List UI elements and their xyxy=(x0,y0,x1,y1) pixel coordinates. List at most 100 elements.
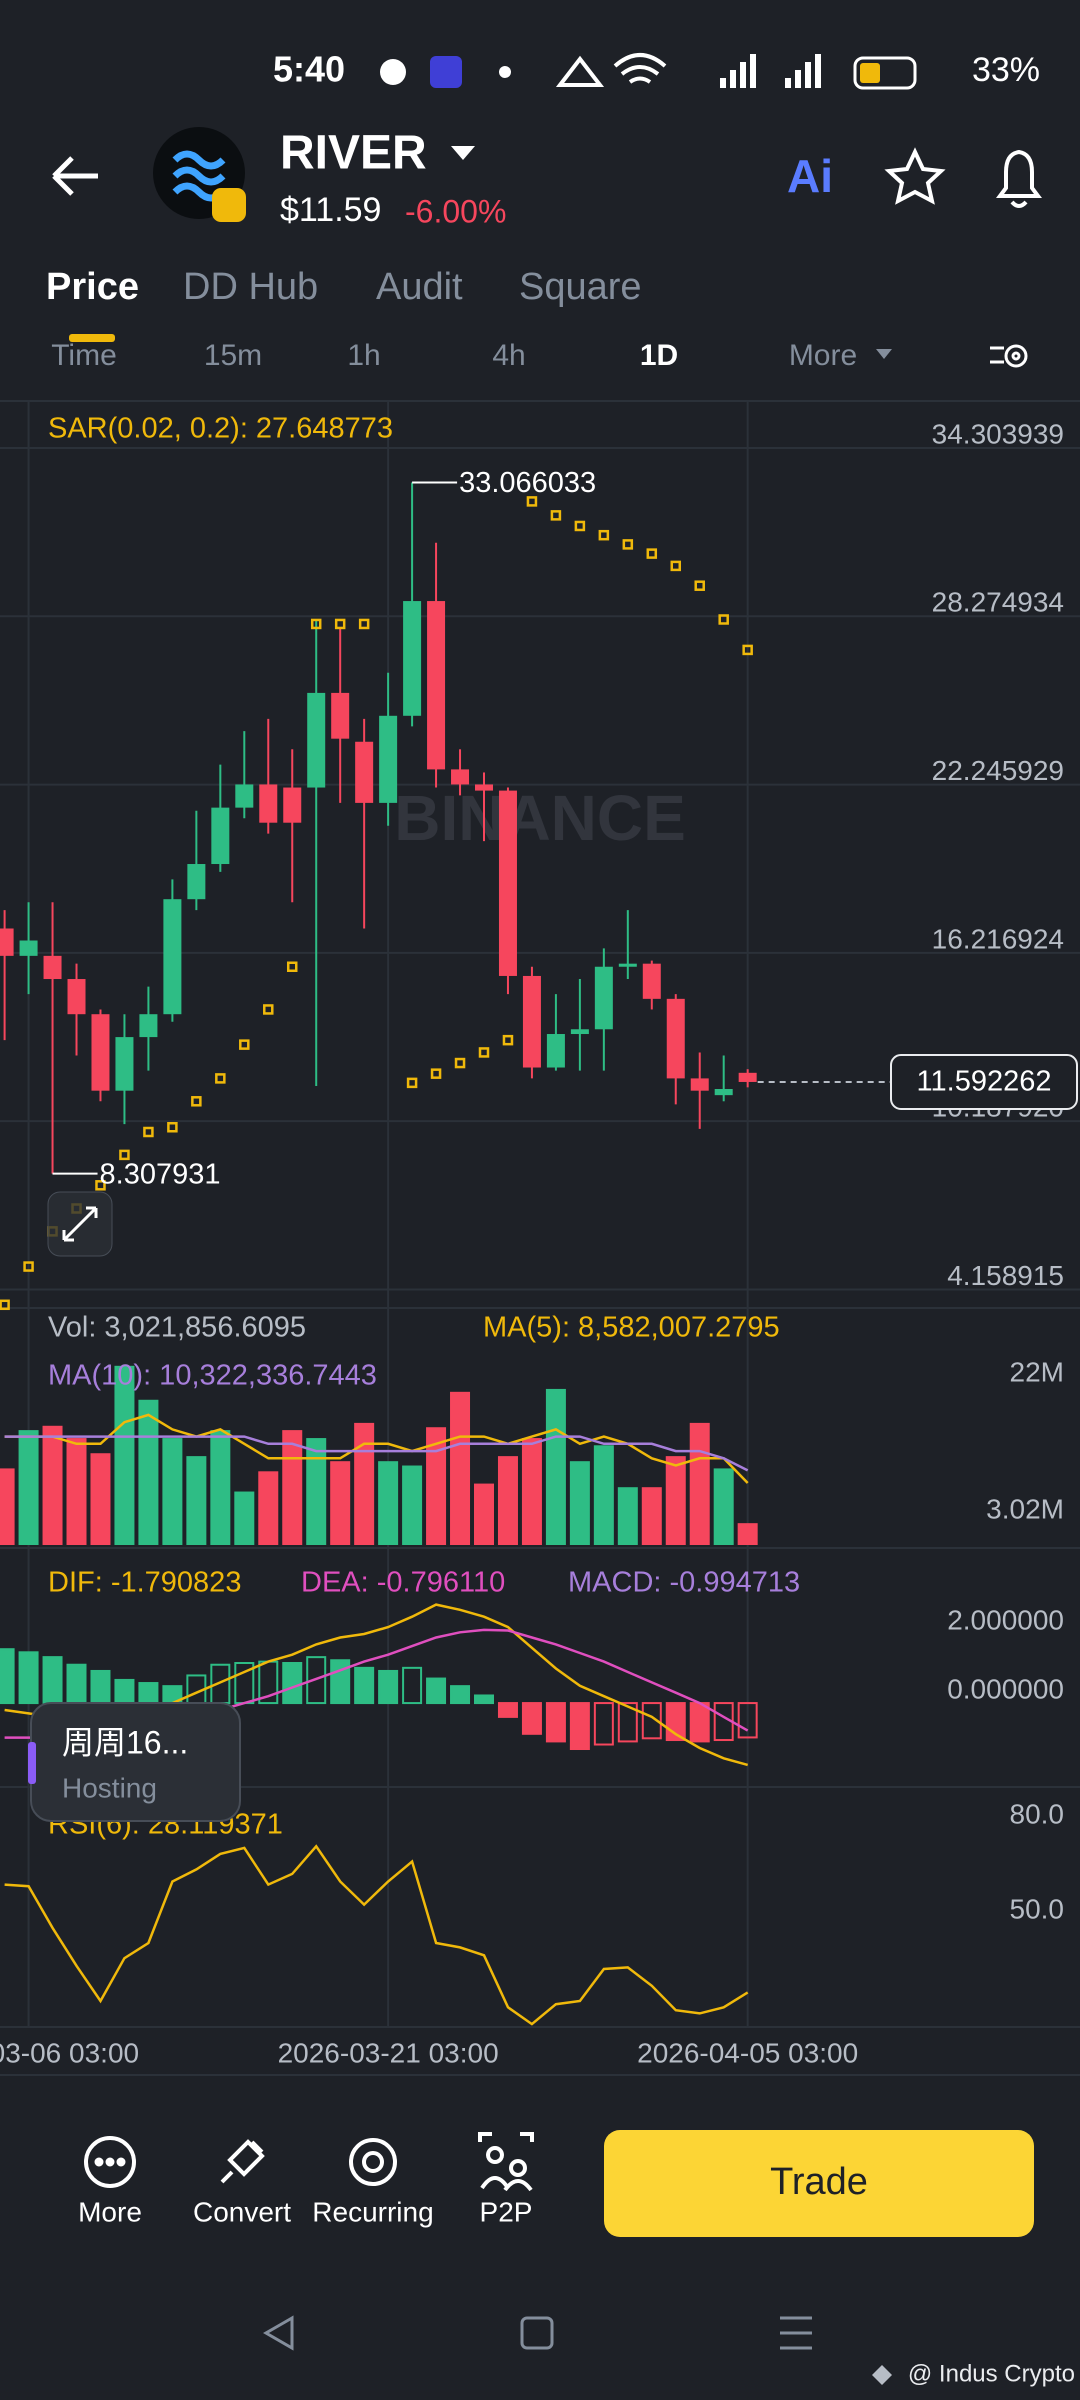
candle-body xyxy=(451,769,470,785)
coin-logo xyxy=(153,127,246,222)
candle-body xyxy=(642,963,661,999)
back-button[interactable] xyxy=(52,156,98,196)
candle-body xyxy=(115,1037,134,1091)
macd-bar xyxy=(138,1682,159,1705)
current-price-box xyxy=(890,1053,1078,1110)
symbol[interactable]: RIVER xyxy=(280,127,427,180)
status-time: 5:40 xyxy=(273,49,345,90)
alert-button[interactable] xyxy=(996,149,1042,208)
volume-bar xyxy=(330,1461,351,1545)
tab[interactable]: DD Hub xyxy=(183,266,318,308)
current-price-label: 11.592262 xyxy=(917,1066,1052,1098)
interval[interactable]: 1D xyxy=(640,339,678,372)
nav-label[interactable]: Convert xyxy=(193,2196,291,2227)
nav-label[interactable]: More xyxy=(78,2196,142,2227)
macd-bar xyxy=(114,1678,135,1705)
trade-button[interactable] xyxy=(604,2130,1034,2237)
candle-body xyxy=(0,928,14,956)
volume-bar xyxy=(641,1487,662,1545)
volume-bar xyxy=(402,1465,423,1545)
macd-bar xyxy=(426,1677,447,1705)
candle-body xyxy=(666,998,685,1079)
sar-dot xyxy=(119,1149,130,1161)
price-change: -6.00% xyxy=(405,193,506,229)
low-label: 8.307931 xyxy=(100,1158,221,1190)
sar-dot xyxy=(167,1122,178,1133)
last-price: $11.59 xyxy=(280,191,381,229)
sar-dot xyxy=(574,520,586,532)
trade-label[interactable]: Trade xyxy=(770,2161,868,2203)
volume-bar xyxy=(569,1461,590,1545)
volume-bar xyxy=(617,1487,638,1545)
volume-bar xyxy=(474,1483,494,1545)
sar-dot xyxy=(215,1073,226,1084)
sar-dot xyxy=(742,644,753,656)
candle-body xyxy=(19,940,38,956)
tab[interactable]: Square xyxy=(519,266,642,308)
nav-label[interactable]: P2P xyxy=(480,2196,533,2227)
sar-dot xyxy=(598,529,610,541)
y-tick-label: 4.158915 xyxy=(947,1260,1064,1291)
volume-bar xyxy=(0,1468,15,1545)
tab[interactable]: Audit xyxy=(376,266,463,308)
macd-bar xyxy=(737,1702,758,1739)
volume-bar xyxy=(426,1427,447,1545)
volume-bar xyxy=(90,1453,111,1545)
volume-bar xyxy=(545,1388,566,1545)
interval[interactable]: 1h xyxy=(347,339,380,372)
sar-dot xyxy=(646,548,658,559)
candle-body xyxy=(331,692,350,739)
ai-button[interactable]: Ai xyxy=(787,150,833,202)
volume-bar xyxy=(66,1438,87,1545)
sar-dot xyxy=(478,1047,490,1058)
macd-bar xyxy=(474,1694,494,1705)
sar-dot xyxy=(670,560,682,572)
volume-bar xyxy=(282,1430,303,1545)
macd-bar xyxy=(0,1648,15,1705)
expand-button[interactable] xyxy=(47,1191,113,1257)
y-tick-label: 16.216924 xyxy=(932,923,1064,954)
macd-bar xyxy=(521,1702,542,1735)
favorite-button[interactable] xyxy=(884,147,946,205)
candle-body xyxy=(43,955,62,980)
interval[interactable]: Time xyxy=(51,339,117,372)
candle-body xyxy=(379,715,398,803)
sar-dot xyxy=(358,618,370,630)
interval[interactable]: 15m xyxy=(204,339,262,372)
system-nav[interactable] xyxy=(262,2315,812,2351)
chart-settings[interactable] xyxy=(990,344,1028,368)
interval[interactable]: More xyxy=(789,339,857,372)
legend-label: MA(10): 10,322,336.7443 xyxy=(48,1360,377,1392)
volume-bar xyxy=(42,1425,63,1545)
sar-dot xyxy=(95,1180,106,1191)
sar-dot xyxy=(263,1004,274,1015)
sar-dot xyxy=(502,1034,514,1046)
nav-label[interactable]: Recurring xyxy=(312,2196,433,2227)
y-tick-label: 22M xyxy=(1010,1356,1064,1387)
hosting-popup[interactable] xyxy=(28,1702,241,1822)
sar-dot xyxy=(694,580,705,591)
volume-bar xyxy=(665,1456,686,1545)
interval[interactable]: 4h xyxy=(492,339,525,372)
candle-body xyxy=(283,787,302,823)
tab[interactable]: Price xyxy=(46,266,139,308)
symbol-dropdown[interactable] xyxy=(451,146,475,160)
more-arrow xyxy=(876,349,892,359)
sar-dot xyxy=(143,1126,154,1138)
candle-body xyxy=(498,790,517,976)
volume-bar xyxy=(114,1365,135,1545)
volume-bar xyxy=(521,1438,542,1545)
sar-dot xyxy=(334,618,346,630)
popup-subtitle: Hosting xyxy=(62,1772,157,1803)
macd-bar xyxy=(90,1669,111,1705)
candle-body xyxy=(738,1072,757,1082)
sar-dot xyxy=(310,618,322,630)
sar-dot xyxy=(286,961,298,972)
volume-bar xyxy=(378,1461,399,1545)
high-label: 33.066033 xyxy=(459,467,596,499)
volume-bar xyxy=(234,1491,255,1545)
macd-bar xyxy=(282,1662,303,1705)
sar-dot xyxy=(526,496,538,507)
volume-bar xyxy=(18,1430,39,1545)
candle-body xyxy=(139,1014,158,1038)
